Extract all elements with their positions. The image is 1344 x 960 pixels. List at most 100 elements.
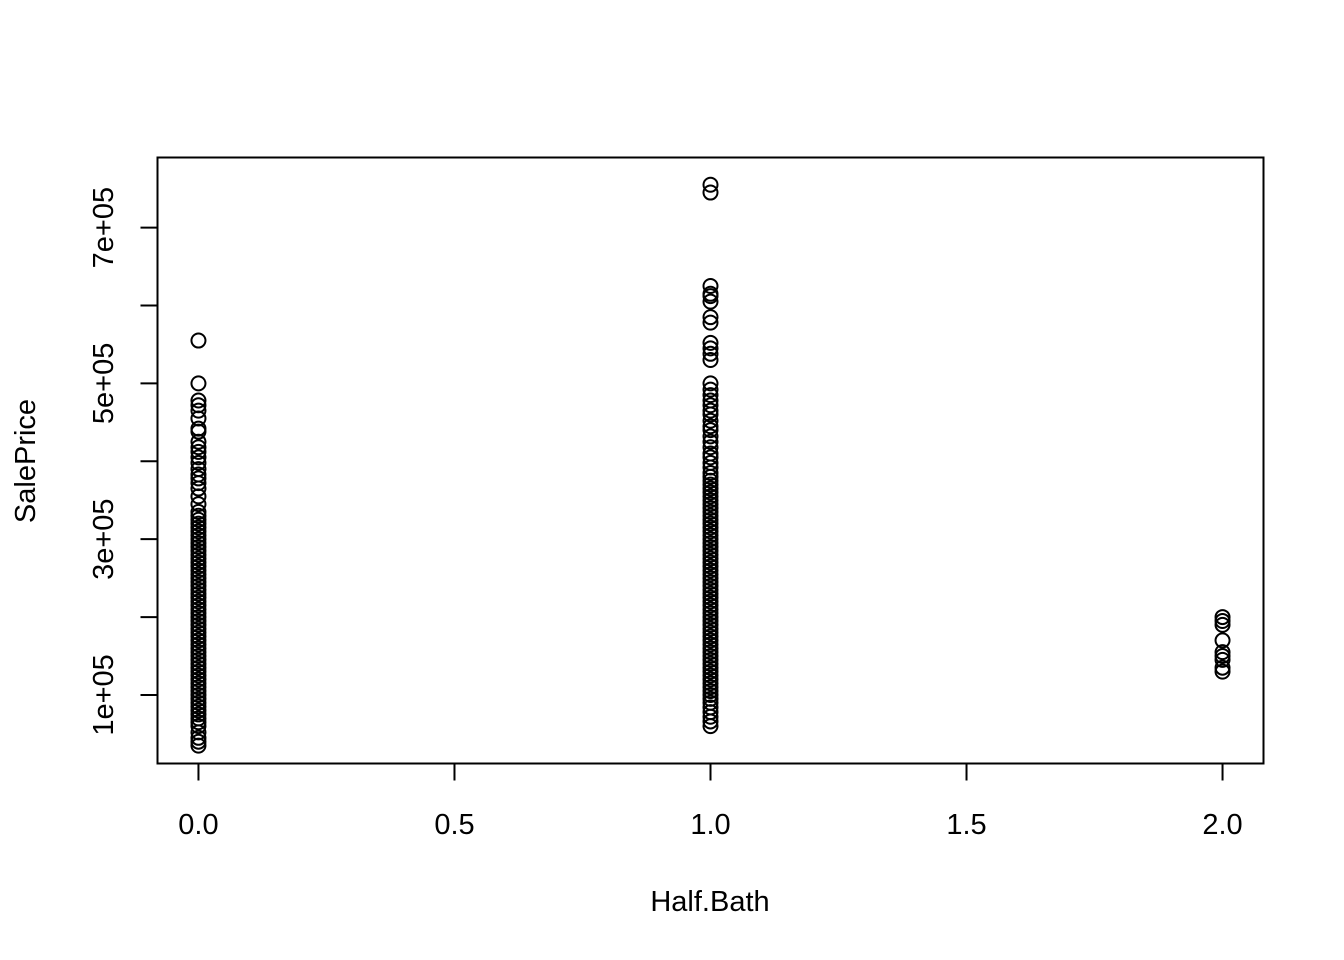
data-point xyxy=(702,527,719,544)
data-point xyxy=(702,422,719,439)
data-point xyxy=(190,461,207,478)
data-point xyxy=(702,293,719,310)
data-point xyxy=(702,309,719,326)
data-point xyxy=(702,686,719,703)
data-point xyxy=(702,558,719,575)
data-point xyxy=(702,531,719,548)
data-point xyxy=(702,397,719,414)
y-tick-label: 7e+05 xyxy=(88,187,120,268)
data-point xyxy=(702,412,719,429)
data-point xyxy=(190,714,207,731)
data-point xyxy=(190,454,207,471)
data-point xyxy=(190,527,207,544)
data-point xyxy=(702,632,719,649)
data-point xyxy=(702,519,719,536)
data-point xyxy=(190,659,207,676)
data-point xyxy=(190,449,207,466)
data-point xyxy=(190,538,207,555)
data-point xyxy=(702,546,719,563)
data-point xyxy=(1214,616,1231,633)
data-point xyxy=(702,550,719,567)
data-point xyxy=(702,597,719,614)
data-point xyxy=(702,515,719,532)
data-point xyxy=(190,581,207,598)
data-point xyxy=(190,392,207,409)
data-point xyxy=(702,503,719,520)
data-point xyxy=(190,562,207,579)
data-point xyxy=(702,628,719,645)
x-tick-label: 0.0 xyxy=(178,809,218,841)
data-point xyxy=(190,496,207,513)
data-point xyxy=(702,433,719,450)
data-point xyxy=(702,500,719,517)
data-point xyxy=(702,667,719,684)
data-point xyxy=(702,352,719,369)
x-tick-label: 2.0 xyxy=(1202,809,1242,841)
data-point xyxy=(190,531,207,548)
data-point xyxy=(190,616,207,633)
data-point xyxy=(1214,609,1231,626)
data-point xyxy=(702,671,719,688)
data-point xyxy=(702,648,719,665)
data-point xyxy=(702,464,719,481)
data-point xyxy=(190,605,207,622)
data-point xyxy=(702,476,719,493)
data-point xyxy=(190,702,207,719)
data-point xyxy=(702,523,719,540)
data-point xyxy=(190,574,207,591)
data-point xyxy=(190,601,207,618)
data-point xyxy=(190,585,207,602)
data-point xyxy=(1214,632,1231,649)
data-point xyxy=(190,589,207,606)
data-point xyxy=(1214,663,1231,680)
data-point xyxy=(190,694,207,711)
data-point xyxy=(190,519,207,536)
data-point xyxy=(702,554,719,571)
data-point xyxy=(190,640,207,657)
data-point xyxy=(190,550,207,567)
data-point xyxy=(190,397,207,414)
data-point xyxy=(190,439,207,456)
data-point xyxy=(190,535,207,552)
data-point xyxy=(702,278,719,295)
data-point xyxy=(190,667,207,684)
data-point xyxy=(702,655,719,672)
data-point xyxy=(702,612,719,629)
data-point xyxy=(190,651,207,668)
data-point xyxy=(702,480,719,497)
data-point xyxy=(190,402,207,419)
data-point xyxy=(190,710,207,727)
data-point xyxy=(190,542,207,559)
data-point xyxy=(702,381,719,398)
data-point xyxy=(190,632,207,649)
data-point xyxy=(702,659,719,676)
data-point xyxy=(702,445,719,462)
data-point xyxy=(190,593,207,610)
data-point xyxy=(190,679,207,696)
data-point xyxy=(190,443,207,460)
data-point xyxy=(702,699,719,716)
data-point xyxy=(190,554,207,571)
data-point xyxy=(1214,648,1231,665)
data-point xyxy=(702,690,719,707)
data-point xyxy=(702,511,719,528)
data-point xyxy=(702,484,719,501)
data-point xyxy=(702,562,719,579)
data-point xyxy=(702,496,719,513)
data-point xyxy=(190,648,207,665)
data-point xyxy=(702,605,719,622)
data-point xyxy=(190,698,207,715)
data-point xyxy=(702,679,719,696)
data-point xyxy=(190,609,207,626)
data-point xyxy=(190,718,207,735)
data-point xyxy=(190,503,207,520)
data-point xyxy=(190,546,207,563)
data-point xyxy=(190,663,207,680)
y-tick-label: 1e+05 xyxy=(88,654,120,735)
data-point xyxy=(190,686,207,703)
x-tick-label: 0.5 xyxy=(434,809,474,841)
data-point xyxy=(190,636,207,653)
data-point xyxy=(702,387,719,404)
data-point xyxy=(702,663,719,680)
data-point xyxy=(702,620,719,637)
